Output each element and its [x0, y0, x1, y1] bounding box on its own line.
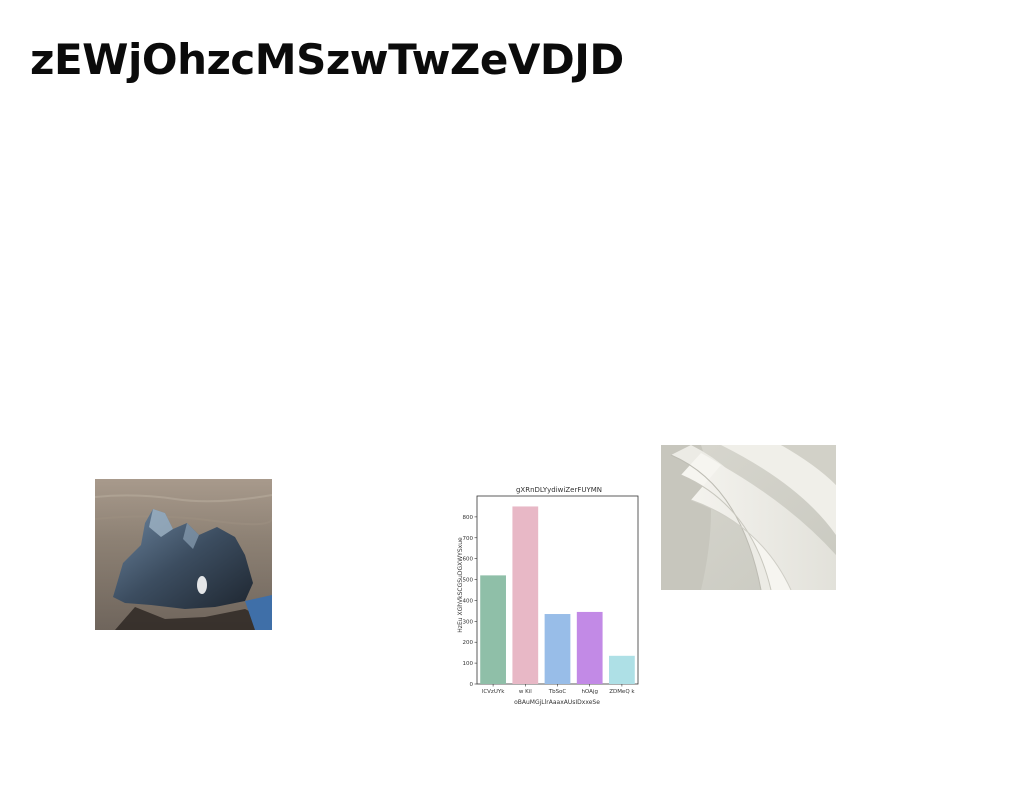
x-tick-label: hOAjg	[581, 689, 598, 695]
curved-paper-image	[661, 445, 836, 590]
sea-rock-image	[95, 479, 272, 630]
bar	[609, 655, 635, 684]
bar	[512, 506, 539, 684]
chart-title: gXRnDLYydiwiZerFUYMN	[516, 486, 602, 494]
y-tick-label: 600	[463, 557, 474, 563]
x-tick-label: lCVzUYk	[482, 689, 505, 695]
curved-paper-photo	[661, 445, 836, 590]
sea-rock-photo	[95, 479, 272, 630]
chart-x-axis-label: oBAuMGjLlrAaaxAUsIDxxeSe	[514, 699, 600, 706]
page-title: zEWjOhzcMSzwTwZeVDJD	[30, 35, 624, 84]
y-tick-label: 100	[463, 661, 474, 667]
bar	[576, 611, 603, 684]
y-tick-label: 400	[463, 598, 474, 604]
x-tick-label: ZDMeQ k	[609, 689, 635, 695]
y-tick-label: 300	[463, 619, 474, 625]
y-tick-label: 800	[463, 515, 474, 521]
x-tick-label: TbSoC	[548, 689, 567, 695]
bar	[544, 614, 571, 684]
y-tick-label: 0	[470, 682, 474, 688]
y-tick-label: 200	[463, 640, 474, 646]
bar-chart: gXRnDLYydiwiZerFUYMN HzEu XGhVkSCGSuDGXW…	[447, 479, 646, 707]
x-tick-label: w Kil	[519, 689, 532, 695]
chart-y-axis-label: HzEu XGhVkSCGSuDGXWYSxue	[457, 537, 464, 633]
bar	[480, 575, 506, 684]
y-tick-label: 700	[463, 536, 474, 542]
y-tick-label: 500	[463, 578, 474, 584]
bar-chart-svg: gXRnDLYydiwiZerFUYMN HzEu XGhVkSCGSuDGXW…	[457, 486, 639, 706]
